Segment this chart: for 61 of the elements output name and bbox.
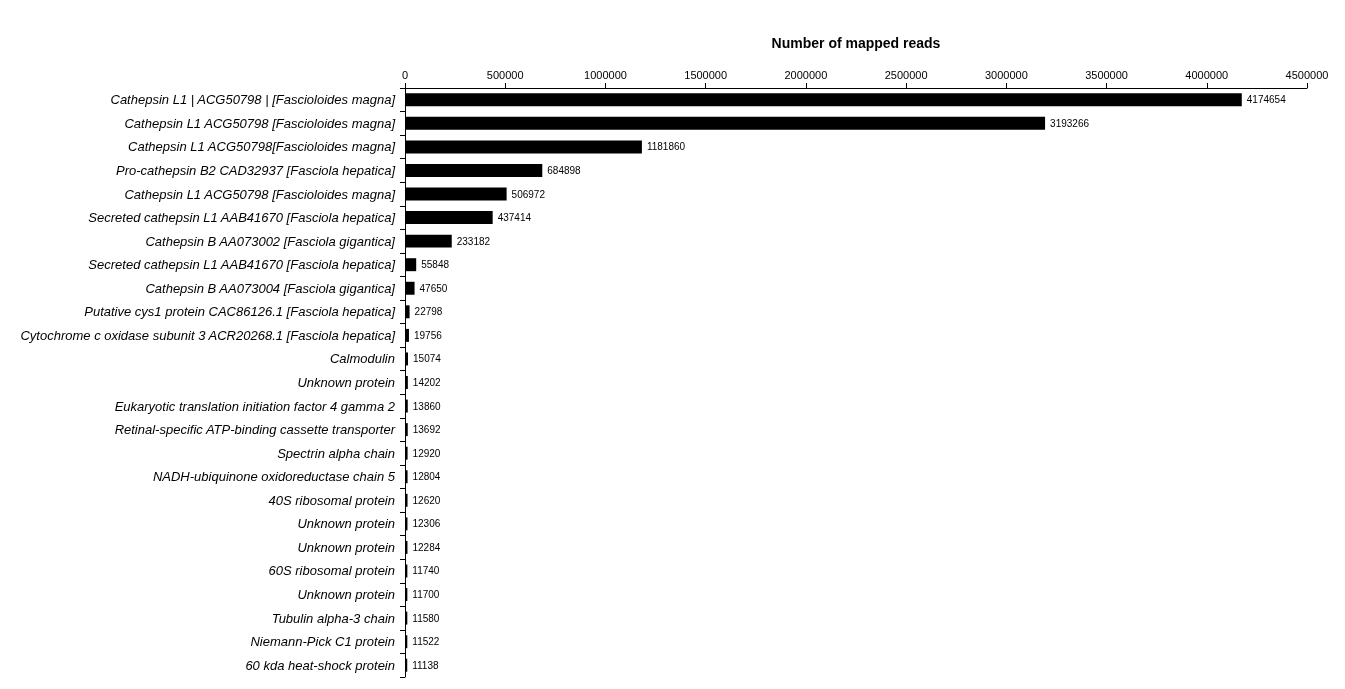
data-label: 437414 [497, 212, 532, 224]
data-label: 3193266 [1050, 117, 1090, 129]
data-label: 11740 [412, 565, 440, 577]
data-label: 12620 [412, 494, 441, 506]
data-label: 12920 [412, 447, 441, 459]
data-label: 13692 [412, 424, 441, 436]
x-tick-label: 2000000 [784, 68, 828, 81]
y-tick-label: Retinal-specific ATP-binding cassette transporter [114, 422, 396, 438]
y-tick-label: Cathepsin B AA073004 [Fasciola gigantica] [145, 280, 396, 296]
data-label: 11700 [412, 589, 440, 601]
data-label: 506972 [511, 188, 546, 200]
y-tick-label: Tubulin alpha-3 chain [271, 610, 395, 626]
x-tick-label: 3500000 [1085, 68, 1128, 81]
y-tick-label: Cathepsin L1 ACG50798 [Fascioloides magna] [124, 186, 396, 202]
data-label: 4174654 [1246, 94, 1287, 106]
y-tick-label: Unknown protein [297, 539, 395, 555]
y-tick-label: Secreted cathepsin L1 AAB41670 [Fasciola hepatica] [88, 210, 396, 226]
y-tick-label: Cathepsin L1 | ACG50798 | [Fascioloides magna] [110, 92, 396, 108]
data-label: 15074 [413, 353, 442, 365]
y-tick-label: NADH-ubiquinone oxidoreductase chain 5 [152, 469, 396, 485]
x-tick-label: 500000 [486, 68, 524, 81]
data-label: 22798 [414, 306, 443, 318]
y-tick-label: Putative cys1 protein CAC86126.1 [Fasciola hepatica] [84, 304, 396, 320]
y-tick-label: Niemann-Pick C1 protein [250, 634, 395, 650]
data-label: 1181860 [646, 141, 686, 153]
data-label: 11522 [412, 636, 440, 648]
y-tick-label: Secreted cathepsin L1 AAB41670 [Fasciola hepatica] [88, 257, 396, 273]
data-label: 55848 [421, 259, 450, 271]
y-tick-label: Pro-cathepsin B2 CAD32937 [Fasciola hepatica] [116, 162, 396, 178]
data-label: 13860 [412, 400, 442, 412]
x-tick-label: 1000000 [584, 68, 627, 81]
data-label: 11580 [412, 612, 440, 624]
data-label: 47650 [419, 282, 448, 294]
y-tick-label: Unknown protein [297, 516, 395, 532]
y-tick-label: Spectrin alpha chain [277, 445, 395, 461]
x-tick-label: 0 [401, 68, 409, 81]
y-tick-label: Cathepsin L1 ACG50798[Fascioloides magna] [128, 139, 396, 155]
x-tick-label: 2500000 [884, 68, 928, 81]
y-tick-label: Cathepsin B AA073002 [Fasciola gigantica] [145, 233, 396, 249]
y-tick-label: Cathepsin L1 ACG50798 [Fascioloides magna] [124, 115, 396, 131]
y-tick-label: Calmodulin [329, 351, 395, 367]
y-tick-label: Cytochrome c oxidase subunit 3 ACR20268.1 [Fasciola hepatica] [20, 327, 396, 343]
x-tick-label: 3000000 [984, 68, 1028, 81]
y-tick-label: 40S ribosomal protein [268, 492, 395, 508]
data-label: 233182 [456, 235, 491, 247]
data-label: 19756 [413, 329, 443, 341]
x-tick-label: 1500000 [684, 68, 728, 81]
x-axis-title: Number of mapped reads [771, 35, 941, 51]
y-tick-label: Unknown protein [297, 375, 395, 390]
data-label: 12284 [412, 541, 441, 553]
y-tick-label: Eukaryotic translation initiation factor 4 gamma 2 [114, 398, 396, 414]
data-label: 11138 [412, 659, 439, 671]
y-tick-label: Unknown protein [297, 587, 395, 603]
y-tick-label: 60S ribosomal protein [268, 563, 395, 579]
data-label: 684898 [547, 164, 582, 176]
data-label: 12306 [412, 518, 441, 530]
data-label: 12804 [412, 471, 441, 483]
x-tick-label: 4500000 [1285, 68, 1329, 81]
data-label: 14202 [412, 377, 442, 388]
y-tick-label: 60 kda heat-shock protein [245, 657, 395, 673]
x-tick-label: 4000000 [1185, 68, 1229, 81]
